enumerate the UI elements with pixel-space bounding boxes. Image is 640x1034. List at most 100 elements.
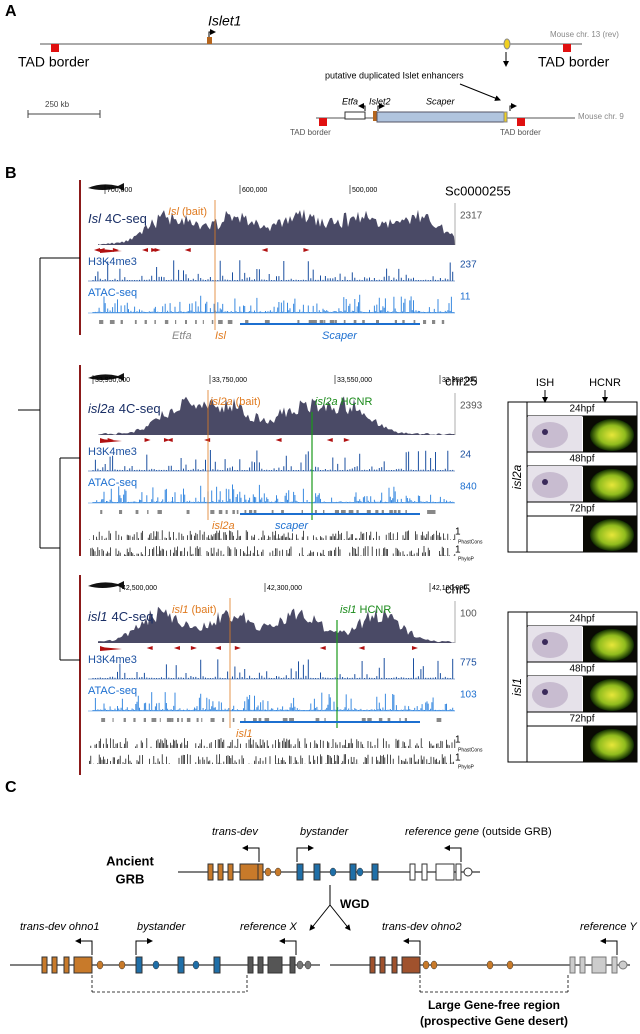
label: PhastCons: [458, 747, 483, 753]
gene-box: [313, 863, 321, 881]
label: reference gene (outside GRB): [405, 826, 552, 838]
tss-arrow: [208, 29, 216, 37]
fluorescence: [590, 519, 634, 551]
gene-label: scaper: [275, 520, 309, 532]
element: [304, 960, 312, 970]
gene-box: [63, 956, 70, 974]
note: (outside GRB): [482, 826, 552, 838]
element: [329, 867, 337, 877]
gene-box: [217, 863, 224, 881]
fish-icon: [88, 373, 124, 381]
label: putative duplicated Islet enhancers: [325, 70, 464, 80]
label: HCNR: [589, 377, 621, 389]
assay-name: 4C-seq: [119, 401, 161, 416]
label: 48hpf: [569, 454, 594, 465]
gene-box: [296, 863, 304, 881]
label: 1: [455, 753, 461, 764]
assay-name: 4C-seq: [105, 211, 147, 226]
label: Large Gene-free region: [428, 998, 560, 1012]
orientation-mark: [166, 438, 173, 442]
panel-label: C: [5, 779, 17, 796]
label: ISH: [536, 377, 554, 389]
label: bystander: [300, 826, 350, 838]
tss-arrow: [75, 938, 93, 955]
bait-suffix: (bait): [182, 206, 207, 218]
tss-arrow: [377, 103, 385, 111]
line: [459, 83, 501, 101]
label: 33,950,000: [95, 377, 130, 384]
gene-box: [401, 956, 421, 974]
orientation-mark: [411, 646, 418, 650]
gene-label: Isl: [215, 330, 227, 342]
label: ATAC-seq: [88, 685, 137, 697]
label: GRB: [116, 871, 145, 886]
orientation-mark: [214, 646, 221, 650]
orientation-mark: [100, 439, 122, 443]
orientation-mark: [303, 248, 310, 252]
embryo: [532, 472, 568, 498]
label: trans-dev ohno1: [20, 921, 100, 933]
element: [506, 960, 514, 970]
label: H3K4me3: [88, 654, 137, 666]
orientation-mark: [151, 248, 158, 252]
orientation-mark: [146, 646, 153, 650]
label: 1: [455, 545, 461, 556]
orientation-mark: [343, 438, 350, 442]
label: ATAC-seq: [88, 287, 137, 299]
signal-track: [92, 294, 455, 313]
gene-box: [349, 863, 357, 881]
gene-box: [247, 956, 254, 974]
label: isl1 (bait): [172, 604, 217, 616]
gene-name: isl1: [340, 604, 357, 616]
label: PhyloP: [458, 764, 475, 770]
bait-suffix: (bait): [192, 604, 217, 616]
gene-box: [379, 956, 386, 974]
label: Scaper: [426, 96, 456, 106]
label: 42,500,000: [122, 585, 157, 592]
tad-marker: [517, 118, 525, 126]
label: isl1 4C-seq: [88, 609, 153, 624]
label: 42,100,000: [432, 585, 467, 592]
orientation-mark: [319, 646, 326, 650]
label: 103: [460, 690, 477, 701]
tss-arrow: [509, 103, 517, 111]
element: [422, 960, 430, 970]
gene-name: isl1: [88, 609, 108, 624]
gene-name: reference gene: [405, 826, 479, 838]
label: TAD border: [500, 128, 541, 137]
orientation-mark: [100, 249, 122, 253]
label: 33,550,000: [337, 377, 372, 384]
chrom-label: chr5: [445, 581, 470, 596]
label: H3K4me3: [88, 446, 137, 458]
element: [486, 960, 494, 970]
chrom-label: Sc0000255: [445, 183, 511, 198]
label: 237: [460, 260, 477, 271]
label: isl1: [510, 678, 524, 696]
panel-label: B: [5, 165, 17, 182]
label: WGD: [340, 897, 370, 911]
gene-box: [257, 956, 264, 974]
gene-box: [289, 956, 296, 974]
label: TAD border: [290, 128, 331, 137]
label: bystander: [137, 921, 187, 933]
gene-label: isl1: [236, 728, 253, 740]
orientation-mark: [154, 248, 161, 252]
label: Mouse chr. 13 (rev): [550, 30, 619, 39]
label: trans-dev ohno2: [382, 921, 462, 933]
element: [274, 867, 282, 877]
label: ATAC-seq: [88, 477, 137, 489]
gene-name: isl2a: [210, 396, 233, 408]
gene-box: [435, 863, 455, 881]
element: [463, 867, 473, 877]
orientation-mark: [261, 248, 268, 252]
signal-track: [92, 450, 454, 471]
conservation-track: [89, 530, 456, 540]
label: isl2a (bait): [210, 396, 261, 408]
gene-box: [41, 956, 48, 974]
label: 700,000: [107, 187, 132, 194]
signal-track: [92, 658, 454, 679]
enhancer: [503, 38, 511, 50]
tss-arrow: [279, 938, 297, 955]
fluorescence: [590, 629, 634, 661]
bait-suffix: (bait): [236, 396, 261, 408]
